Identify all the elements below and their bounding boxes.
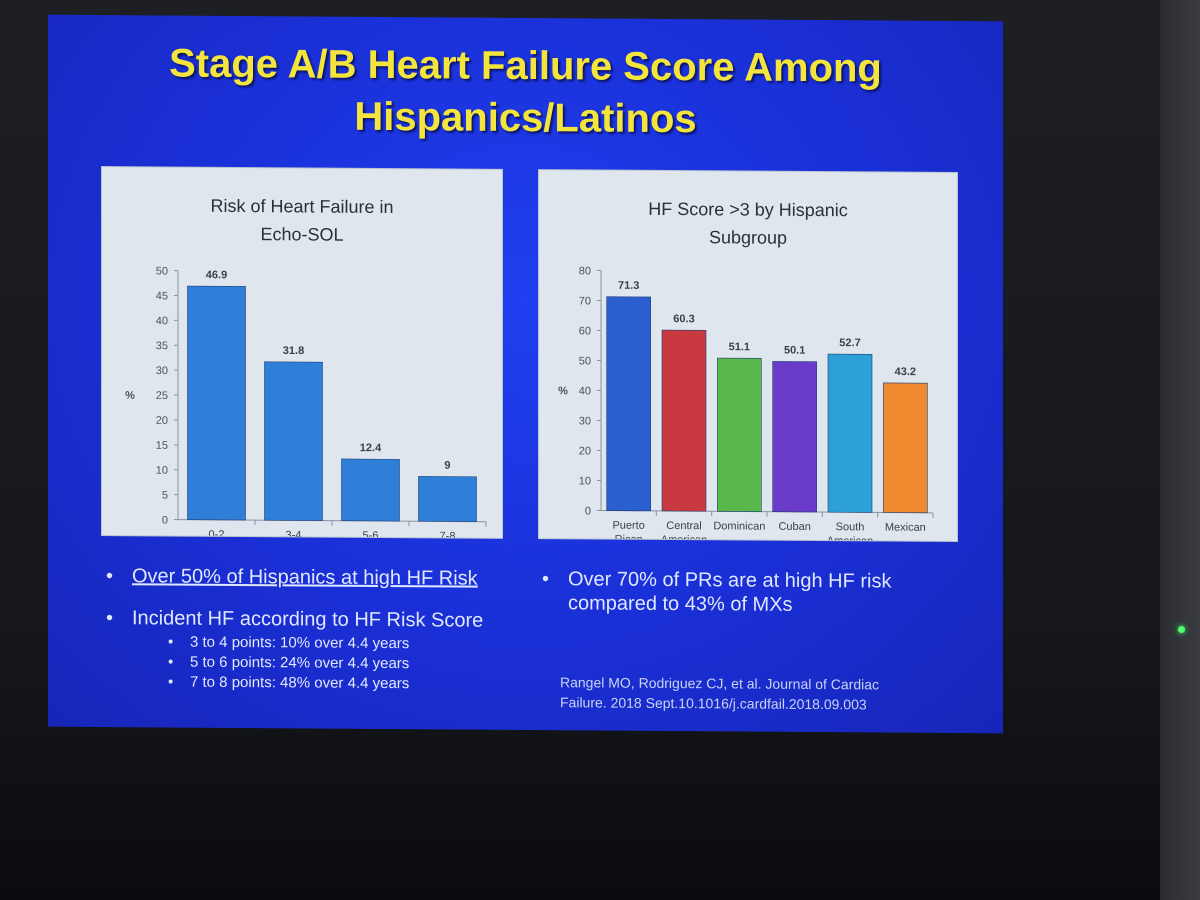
chart-echo-sol: Risk of Heart Failure in Echo-SOL 0 5 10 15 20… [125, 196, 487, 538]
data-label: 12.4 [360, 442, 382, 454]
y-tick-label: 50 [579, 355, 591, 367]
y-tick-label: 15 [156, 440, 168, 452]
bar [418, 476, 477, 522]
x-tick-label: Mexican [885, 522, 926, 534]
y-tick-label: 50 [156, 265, 168, 277]
data-label: 31.8 [283, 345, 304, 357]
presentation-slide: Stage A/B Heart Failure Score Among Hisp… [48, 14, 1003, 734]
y-tick-label: 0 [162, 514, 168, 526]
data-label: 43.2 [895, 366, 916, 378]
y-tick-label: 70 [579, 295, 591, 307]
y-axis-label: % [125, 390, 135, 402]
x-tick-label: 0-2 [209, 529, 225, 538]
x-tick-label: American [827, 535, 873, 541]
bullet-line: compared to 43% of MXs [568, 592, 793, 616]
sub-bullet: 7 to 8 points: 48% over 4.4 years [102, 672, 522, 695]
data-label: 46.9 [206, 269, 227, 281]
bar [264, 361, 323, 521]
y-tick-label: 25 [156, 390, 168, 402]
y-tick-label: 0 [585, 505, 591, 517]
left-bullets: Over 50% of Hispanics at high HF Risk In… [102, 564, 522, 695]
slide-title-line1: Stage A/B Heart Failure Score Among [169, 41, 882, 91]
x-tick-label: Rican [615, 534, 643, 541]
x-tick-label: Central [666, 520, 701, 532]
data-label: 50.1 [784, 345, 805, 357]
monitor-bezel [1160, 0, 1200, 900]
x-tick-label: South [836, 521, 865, 533]
y-tick-label: 20 [156, 415, 168, 427]
data-label: 71.3 [618, 280, 639, 292]
x-tick-label: Puerto [612, 520, 644, 532]
citation-line: Rangel MO, Rodriguez CJ, et al. Journal … [560, 674, 880, 693]
bar [187, 285, 246, 521]
y-tick-label: 20 [579, 445, 591, 457]
bullet-line: Over 70% of PRs are at high HF risk [568, 568, 892, 593]
slide-title-line2: Hispanics/Latinos [354, 94, 697, 142]
bar [661, 329, 707, 512]
data-label: 52.7 [839, 337, 860, 349]
bar [606, 296, 651, 512]
data-label: 60.3 [673, 313, 694, 325]
chart-panel-echo-sol: Risk of Heart Failure in Echo-SOL 0 5 10 15 20… [102, 167, 502, 538]
data-label: 9 [444, 460, 450, 472]
bar [717, 357, 762, 512]
y-tick-label: 5 [162, 490, 168, 502]
chart-hispanic-subgroup: HF Score >3 by Hispanic Subgroup 0 10 20 30 40… [558, 199, 934, 541]
x-tick-label: Dominican [713, 520, 765, 532]
x-tick-label: Cuban [778, 521, 810, 533]
y-axis-label: % [558, 385, 568, 397]
bullet-pr-mx: Over 70% of PRs are at high HF risk comp… [538, 567, 978, 618]
bar [827, 353, 873, 513]
y-tick-label: 45 [156, 290, 168, 302]
x-tick-label: 7-8 [440, 530, 456, 537]
data-label: 51.1 [729, 341, 750, 353]
x-tick-label: 3-4 [286, 529, 302, 538]
y-tick-label: 35 [156, 340, 168, 352]
bar [772, 361, 817, 513]
chart-title-line1: Risk of Heart Failure in [210, 196, 393, 217]
bar [883, 382, 928, 514]
chart-title-line1: HF Score >3 by Hispanic [648, 199, 848, 220]
y-tick-label: 30 [156, 365, 168, 377]
citation: Rangel MO, Rodriguez CJ, et al. Journal … [560, 672, 960, 715]
chart-title-line2: Subgroup [709, 227, 787, 248]
y-tick-label: 30 [579, 415, 591, 427]
y-tick-label: 10 [579, 475, 591, 487]
x-tick-label: American [661, 534, 707, 541]
y-tick-label: 60 [579, 325, 591, 337]
bullet-incident-hf: Incident HF according to HF Risk Score [102, 606, 522, 633]
y-tick-label: 40 [156, 315, 168, 327]
y-tick-label: 40 [579, 385, 591, 397]
bullet-high-hf-risk: Over 50% of Hispanics at high HF Risk [102, 564, 522, 591]
right-bullets: Over 70% of PRs are at high HF risk comp… [538, 567, 978, 618]
bar [341, 458, 400, 522]
y-tick-label: 80 [579, 265, 591, 277]
x-tick-label: 5-6 [363, 530, 379, 538]
chart-title-line2: Echo-SOL [260, 224, 343, 245]
power-led-icon [1178, 626, 1185, 633]
y-tick-label: 10 [156, 465, 168, 477]
chart-panel-subgroup: HF Score >3 by Hispanic Subgroup 0 10 20 30 40… [539, 170, 957, 542]
citation-line: Failure. 2018 Sept.10.1016/j.cardfail.20… [560, 694, 867, 713]
bullet-text: Over 50% of Hispanics at high HF Risk [132, 565, 478, 590]
